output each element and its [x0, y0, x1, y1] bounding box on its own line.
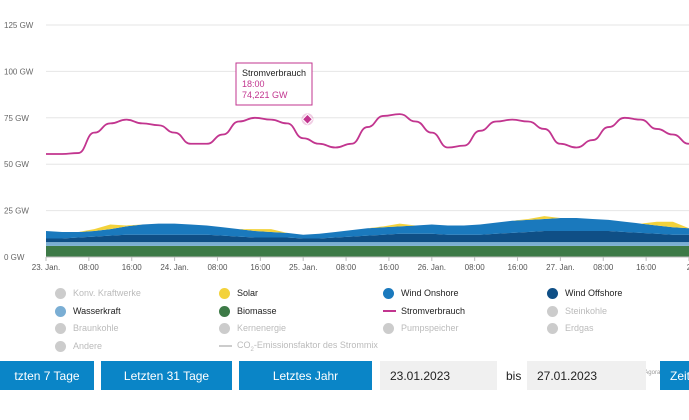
last-year-button[interactable]: Letztes Jahr [239, 361, 372, 390]
hover-marker [301, 113, 314, 125]
y-tick-label: 50 GW [4, 160, 29, 169]
y-axis-ticks: 125 GW 100 GW 75 GW 50 GW 25 GW 0 GW [4, 21, 34, 262]
legend-item[interactable]: Kernenergie [219, 321, 286, 335]
legend-label: Konv. Kraftwerke [73, 288, 141, 298]
legend-marker-icon [219, 322, 230, 334]
x-tick-label: 27. Jan. [546, 263, 574, 272]
legend-label: Braunkohle [73, 323, 119, 333]
legend-item[interactable]: Braunkohle [55, 321, 119, 335]
x-tick-label: 23. Jan. [32, 263, 60, 272]
area-wind-offshore [46, 231, 689, 243]
legend-marker-icon [219, 345, 232, 347]
area-biomasse [46, 245, 689, 257]
legend-item[interactable]: Konv. Kraftwerke [55, 286, 141, 300]
tooltip-box [235, 62, 313, 106]
legend-label: Stromverbrauch [401, 306, 466, 316]
x-tick-label: 08:00 [465, 263, 486, 272]
legend-item[interactable]: Wind Offshore [547, 286, 622, 300]
chart: 125 GW 100 GW 75 GW 50 GW 25 GW 0 GW 23. Jan.… [4, 21, 689, 272]
legend-item[interactable]: Steinkohle [547, 304, 607, 318]
legend-marker-icon [55, 322, 66, 334]
date-to-input[interactable] [527, 361, 646, 390]
legend-item[interactable]: Stromverbrauch [383, 304, 465, 318]
legend-marker-icon [383, 310, 396, 312]
last-31-days-button[interactable]: Letzten 31 Tage [101, 361, 232, 390]
tooltip-time: 18:00 [242, 79, 265, 89]
legend-label: Wind Offshore [565, 288, 623, 298]
legend-label: CO2-Emissionsfaktor des Strommix [237, 339, 378, 353]
y-tick-label: 25 GW [4, 207, 29, 216]
timespan-button[interactable]: Zeit [660, 361, 689, 390]
y-tick-label: 0 GW [4, 253, 25, 262]
legend-label: Steinkohle [565, 306, 608, 316]
legend-item[interactable]: Wind Onshore [383, 286, 459, 300]
y-tick-label: 125 GW [4, 21, 34, 30]
x-axis: 23. Jan. 08:00 16:00 24. Jan. 08:00 16:00 25. … [32, 256, 689, 272]
x-tick-label: 08:00 [336, 263, 357, 272]
stacked-areas [46, 216, 689, 257]
legend-marker-icon [383, 287, 394, 299]
x-tick-label: 08:00 [207, 263, 228, 272]
x-tick-label: 16:00 [250, 263, 271, 272]
legend-label: Erdgas [565, 323, 594, 333]
x-tick-label: 16:00 [636, 263, 657, 272]
x-tick-label: 16:00 [508, 263, 529, 272]
legend-marker-icon [547, 305, 558, 317]
legend-marker-icon [55, 340, 66, 352]
legend-marker-icon [547, 322, 558, 334]
line-stromverbrauch [45, 113, 689, 155]
series-lines [45, 113, 689, 155]
legend-marker-icon [547, 287, 558, 299]
x-tick-label: 2 [687, 263, 689, 272]
legend-item[interactable]: Biomasse [219, 304, 277, 318]
bis-label: bis [506, 369, 522, 383]
x-tick-label: 08:00 [79, 263, 100, 272]
legend-label: Pumpspeicher [401, 323, 459, 333]
legend-item[interactable]: Solar [219, 286, 258, 300]
legend-marker-icon [383, 322, 394, 334]
legend-label: Biomasse [237, 306, 277, 316]
legend-label: Wasserkraft [73, 306, 121, 316]
legend-item[interactable]: Wasserkraft [55, 304, 121, 318]
legend-label: Andere [73, 341, 103, 351]
x-tick-label: 16:00 [122, 263, 143, 272]
area-wasserkraft [46, 242, 689, 246]
y-tick-label: 75 GW [4, 114, 29, 123]
x-tick-label: 24. Jan. [160, 263, 188, 272]
legend-item[interactable]: Andere [55, 339, 102, 353]
y-tick-label: 100 GW [4, 67, 34, 76]
last-7-days-button[interactable]: tzten 7 Tage [0, 361, 94, 390]
x-tick-label: 25. Jan. [289, 263, 317, 272]
legend-marker-icon [219, 305, 230, 317]
legend-item[interactable]: Pumpspeicher [383, 321, 459, 335]
legend-marker-icon [55, 287, 66, 299]
tooltip-value: 74,221 GW [242, 90, 288, 100]
legend-marker-icon [219, 287, 230, 299]
x-tick-label: 08:00 [593, 263, 614, 272]
x-tick-label: 26. Jan. [418, 263, 446, 272]
x-tick-label: 16:00 [379, 263, 400, 272]
legend-label: Solar [237, 288, 259, 298]
date-from-input[interactable] [380, 361, 497, 390]
legend-label: Kernenergie [237, 323, 287, 333]
legend-marker-icon [55, 305, 66, 317]
tooltip-title: Stromverbrauch [242, 68, 306, 78]
legend-item[interactable]: CO2-Emissionsfaktor des Strommix [219, 339, 378, 353]
legend-item[interactable]: Erdgas [547, 321, 594, 335]
legend-label: Wind Onshore [401, 288, 459, 298]
